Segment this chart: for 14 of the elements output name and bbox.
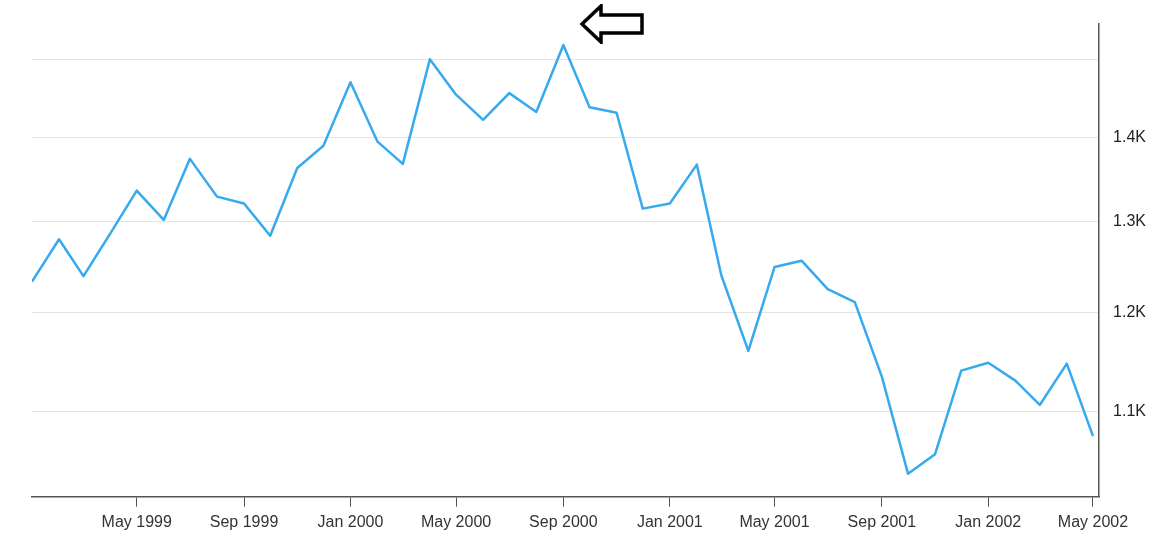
- x-tick-label: May 2000: [420, 512, 492, 530]
- x-tick-label: Sep 2000: [529, 512, 598, 530]
- x-tick-label: Jan 2000: [317, 512, 384, 530]
- y-tick-label: 1.2K: [1113, 302, 1147, 320]
- x-tick-label: Jan 2002: [955, 512, 1022, 530]
- x-tick-label: Jan 2001: [636, 512, 703, 530]
- x-tick-label: May 1999: [101, 512, 172, 530]
- y-tick-label: 1.1K: [1113, 401, 1147, 419]
- x-tick-label: Sep 1999: [209, 512, 279, 530]
- x-tick-label: May 2002: [1057, 512, 1129, 530]
- y-tick-label: 1.3K: [1113, 212, 1147, 230]
- y-tick-label: 1.4K: [1113, 128, 1147, 145]
- x-tick-label: May 2001: [739, 512, 810, 530]
- x-tick-label: Sep 2001: [847, 512, 917, 530]
